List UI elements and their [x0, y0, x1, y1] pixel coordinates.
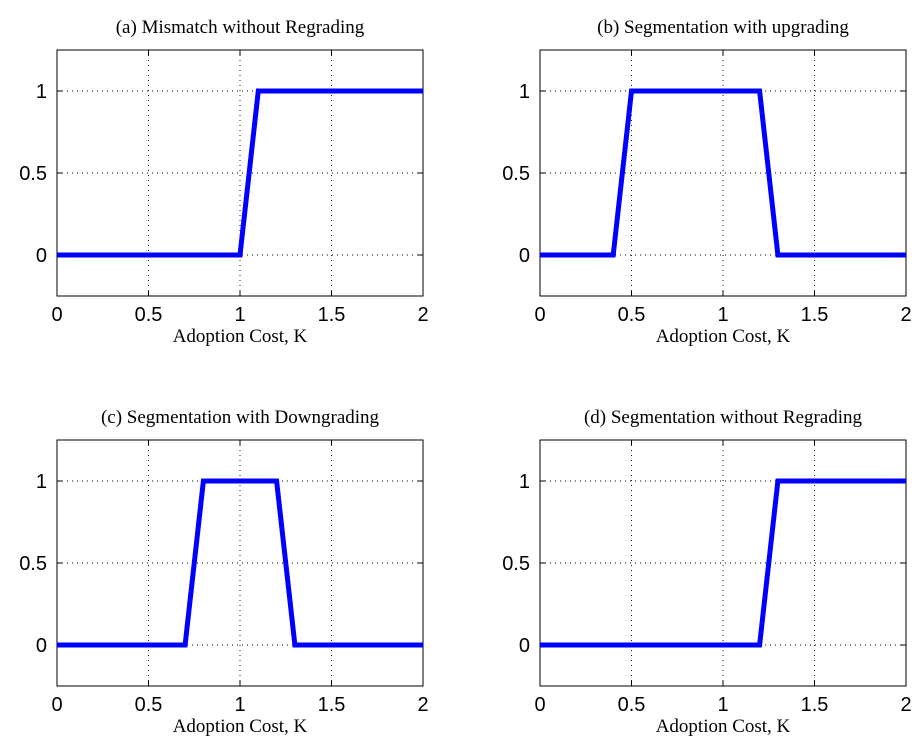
x-tick-label: 1.5 — [318, 304, 346, 326]
chart-panel-d: 0 0.5 1 1.5 2 0 0.5 1 (d) Segmentation without R… — [502, 407, 911, 737]
x-tick-label: 0 — [534, 694, 545, 716]
y-tick-label: 0.5 — [502, 163, 530, 185]
series-line — [540, 88, 906, 258]
x-tick-label: 0.5 — [618, 304, 646, 326]
y-tick-label: 1 — [36, 471, 47, 493]
y-tick-label: 0.5 — [19, 553, 47, 575]
y-tick-label: 1 — [519, 471, 530, 493]
chart-panel-c: 0 0.5 1 1.5 2 0 0.5 1 (c) Segmentation with Down… — [19, 407, 428, 737]
chart-title: (a) Mismatch without Regrading — [116, 17, 365, 38]
x-tick-label: 1 — [234, 694, 245, 716]
x-tick-label: 0 — [51, 694, 62, 716]
x-tick-label: 2 — [417, 694, 428, 716]
x-tick-label: 2 — [900, 304, 911, 326]
y-tick-label: 1 — [36, 81, 47, 103]
plot-frame — [539, 49, 907, 297]
y-tick-label: 0 — [519, 635, 530, 657]
chart-title: (b) Segmentation with upgrading — [597, 17, 849, 38]
x-axis-label: Adoption Cost, K — [656, 716, 791, 737]
y-tick-label: 0 — [36, 635, 47, 657]
x-axis-label: Adoption Cost, K — [173, 326, 308, 347]
x-tick-label: 1.5 — [801, 694, 829, 716]
x-axis-label: Adoption Cost, K — [656, 326, 791, 347]
x-tick-label: 1.5 — [318, 694, 346, 716]
x-tick-label: 0 — [534, 304, 545, 326]
x-tick-label: 1 — [234, 304, 245, 326]
y-tick-label: 0 — [36, 245, 47, 267]
plot-frame — [56, 49, 424, 297]
y-tick-label: 0.5 — [502, 553, 530, 575]
y-tick-label: 1 — [519, 81, 530, 103]
chart-panel-a: 0 0.5 1 1.5 2 0 0.5 1 (a) Mismatch without Regra… — [19, 17, 428, 347]
y-tick-label: 0.5 — [19, 163, 47, 185]
series-line — [57, 88, 423, 258]
chart-title: (d) Segmentation without Regrading — [584, 407, 863, 428]
chart-title: (c) Segmentation with Downgrading — [101, 407, 380, 428]
chart-panel-b: 0 0.5 1 1.5 2 0 0.5 1 (b) Segmentation with upgr… — [502, 17, 911, 347]
x-tick-label: 0.5 — [135, 304, 163, 326]
x-tick-label: 2 — [900, 694, 911, 716]
x-tick-label: 0.5 — [618, 694, 646, 716]
series-line — [540, 478, 906, 648]
x-tick-label: 1.5 — [801, 304, 829, 326]
x-tick-label: 0 — [51, 304, 62, 326]
x-tick-label: 1 — [717, 304, 728, 326]
plot-frame — [539, 439, 907, 687]
series-line — [57, 478, 423, 648]
x-tick-label: 0.5 — [135, 694, 163, 716]
y-tick-label: 0 — [519, 245, 530, 267]
x-tick-label: 1 — [717, 694, 728, 716]
x-axis-label: Adoption Cost, K — [173, 716, 308, 737]
x-tick-label: 2 — [417, 304, 428, 326]
plot-frame — [56, 439, 424, 687]
